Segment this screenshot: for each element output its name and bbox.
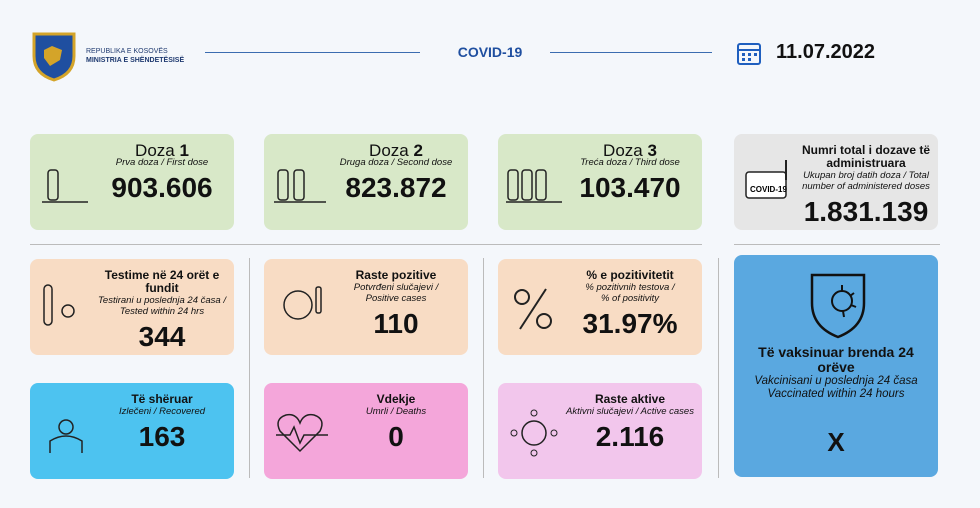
card-title: Të shëruar [96,393,228,406]
card-subtitle: Aktivni slučajevi / Active cases [566,406,694,417]
card-title: Raste pozitive [330,269,462,282]
card-value: 0 [388,421,404,452]
stat-card: Raste pozitive Potvrđeni slučajevi / Posit… [264,259,468,355]
card-title: Raste aktive [564,393,696,406]
org-line: REPUBLIKA E KOSOVËS [86,48,168,55]
card-title: Doza 1 [96,141,228,160]
title-text: Doza [369,141,409,160]
card-value: 903.606 [111,172,213,203]
org-line: MINISTRIA E SHËNDETËSISË [86,57,185,64]
vaccine-icon [810,273,866,339]
separator [30,244,702,245]
card-subtitle: Druga doza / Second dose [339,157,453,168]
card-icon [49,419,83,453]
card-text: Doza 2 Druga doza / Second dose 823.872 [330,141,462,204]
card-title: % e pozitivitetit [564,269,696,282]
card-text: Raste pozitive Potvrđeni slučajevi / Posit… [330,269,462,340]
card-icon: COVID-19 [745,160,787,199]
card-subtitle: Vaccinated within 24 hours [767,388,905,400]
card-icon [276,413,328,453]
title-number: 1 [179,141,189,160]
card-value: 823.872 [345,172,447,203]
card-icon [283,286,322,320]
card-subtitle: Positive cases [365,293,427,304]
card-subtitle: Prva doza / First dose [115,157,209,168]
card-subtitle: Umrli / Deaths [365,406,427,417]
card-title: Testime në 24 orët e fundit [96,269,228,295]
card-subtitle: Treća doza / Third dose [580,157,680,168]
card-subtitle: % pozitivnih testova / [585,282,675,293]
card-text: Doza 1 Prva doza / First dose 903.606 [96,141,228,204]
card-value: 31.97% [582,308,678,339]
card-value: 163 [138,421,186,452]
card-subtitle: Izlečeni / Recovered [118,406,206,417]
card-title: Doza 2 [330,141,462,160]
stat-card: Doza 2 Druga doza / Second dose 823.872 [264,134,468,230]
card-icon [514,288,552,330]
emblem [32,32,76,82]
separator [483,258,484,478]
card-value: 103.470 [579,172,681,203]
card-subtitle: Ukupan broj datih doza / Total [803,170,929,181]
separator [718,258,719,478]
card-value: 1.831.139 [803,196,929,227]
card-subtitle: Vakcinisani u poslednja 24 časa [754,375,918,387]
stat-card: Raste aktive Aktivni slučajevi / Active c… [498,383,702,479]
card-value: 2.116 [595,421,665,452]
card-icon [274,169,326,203]
card-icon [42,169,88,203]
stat-card: Vdekje Umrli / Deaths 0 [264,383,468,479]
title-text: Raste pozitive [355,268,437,282]
date: 11.07.2022 [776,41,875,63]
title-number: 3 [647,141,657,160]
icon-label: COVID-19 [750,185,787,194]
stat-card: Testime në 24 orët e fundit Testirani u p… [30,259,234,355]
title-text: Numri total i dozave të administruara [801,143,931,170]
title-text: Testime në 24 orët e fundit [104,268,220,295]
card-icon [506,169,562,203]
card-subtitle: % of positivity [600,293,660,304]
title-number: 2 [413,141,423,160]
title-text: Doza [135,141,175,160]
card-subtitle: Tested within 24 hrs [119,306,205,317]
card-value: 344 [138,321,186,352]
badge: COVID-19 [457,44,523,60]
header-rule [550,52,712,53]
stat-card: Doza 3 Treća doza / Third dose 103.470 [498,134,702,230]
header-rule [205,52,420,53]
calendar-icon [737,43,761,65]
stat-card: Të shëruar Izlečeni / Recovered 163 [30,383,234,479]
org-name: REPUBLIKA E KOSOVËS MINISTRIA E SHËNDETË… [86,47,184,65]
card-text: Vdekje Umrli / Deaths 0 [330,393,462,453]
vaccinated-card: Të vaksinuar brenda 24 orëve Vakcinisani… [734,255,938,477]
stat-card: Doza 1 Prva doza / First dose 903.606 [30,134,234,230]
card-title: Doza 3 [564,141,696,160]
title-text: Të shëruar [131,392,193,406]
card-title: Numri total i dozave të administruara [800,144,932,170]
title-text: Raste aktive [594,392,666,406]
card-text: Numri total i dozave të administruara Uku… [800,144,932,228]
title-text: % e pozitivitetit [586,268,674,282]
card-title: Vdekje [330,393,462,406]
card-subtitle: Potvrđeni slučajevi / [353,282,439,293]
card-text: % e pozitivitetit% pozitivnih testova /%… [564,269,696,340]
title-text: Vdekje [376,392,416,406]
card-text: Doza 3 Treća doza / Third dose 103.470 [564,141,696,204]
card-text: Raste aktive Aktivni slučajevi / Active c… [564,393,696,453]
stat-card: % e pozitivitetit% pozitivnih testova /%… [498,259,702,355]
card-subtitle: Testirani u poslednja 24 časa / [98,295,226,306]
card-title: Të vaksinuar brenda 24 orëve [758,344,914,375]
card-icon [43,284,75,326]
separator [734,244,940,245]
card-value: 110 [373,308,419,339]
separator [249,258,250,478]
title-text: Doza [603,141,643,160]
card-icon [510,409,558,457]
stat-card: COVID-19 Numri total i dozave të administ… [734,134,938,230]
card-text: Të shëruar Izlečeni / Recovered 163 [96,393,228,453]
card-subtitle: number of administered doses [802,181,930,192]
card-text: Testime në 24 orët e fundit Testirani u p… [96,269,228,353]
card-value: X [827,427,845,457]
